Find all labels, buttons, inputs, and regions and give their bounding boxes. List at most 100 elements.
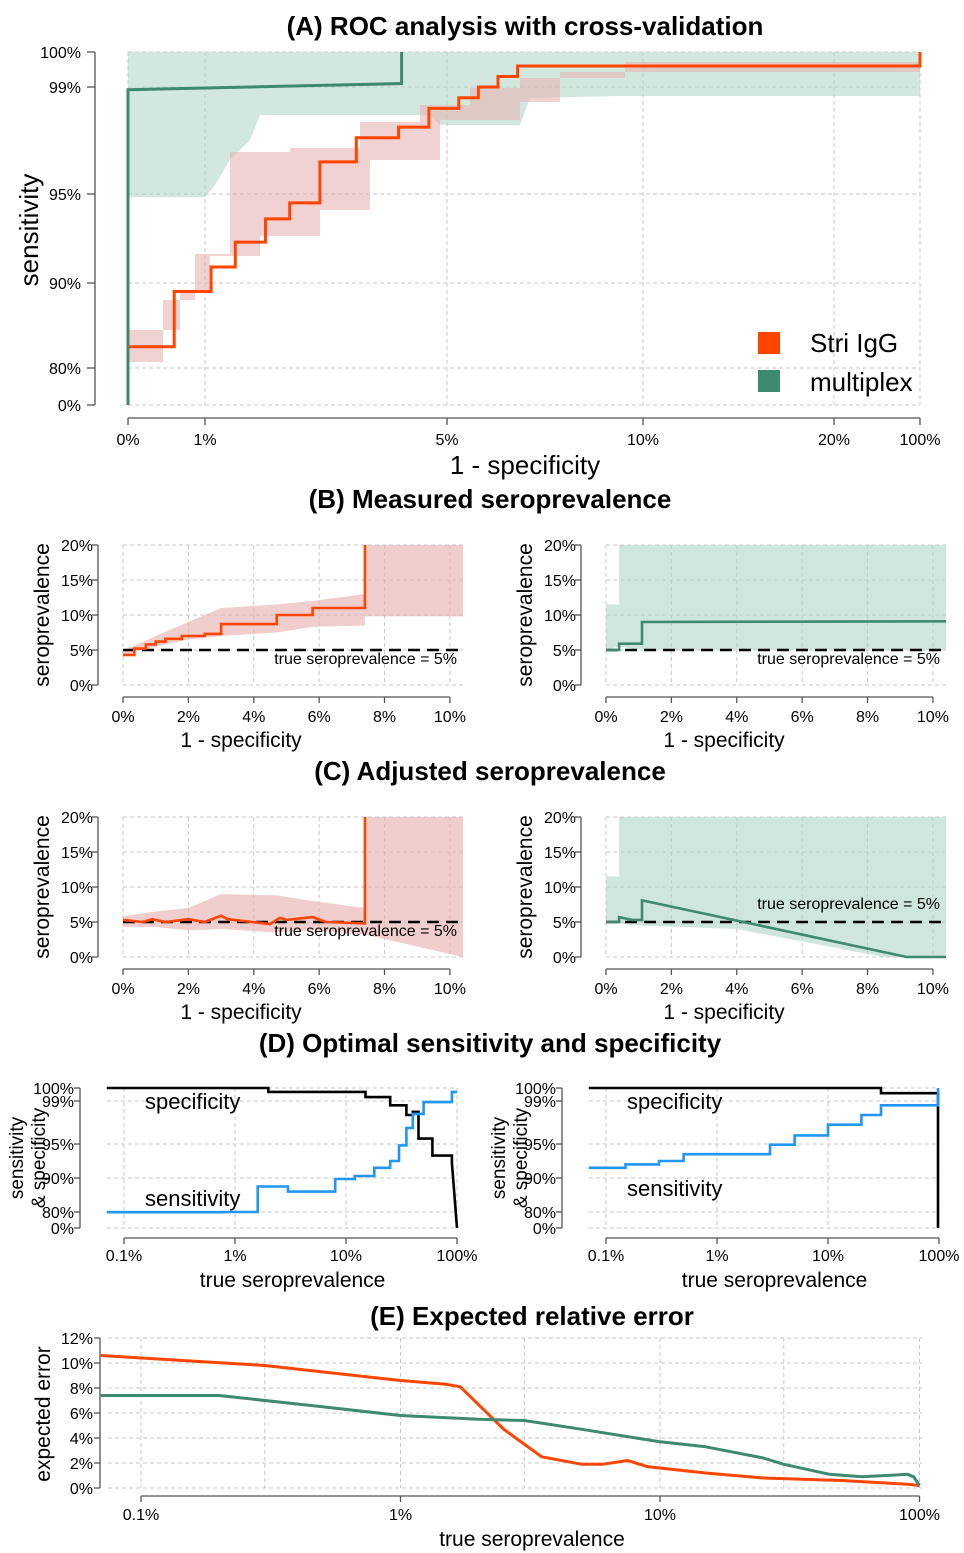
b-left-y-tick-label: 10% xyxy=(61,608,93,625)
d-left-specificity-line xyxy=(106,1086,459,1229)
d-left-x-tick-label: 100% xyxy=(437,1248,478,1265)
panel-a-x-tick-20: 20% xyxy=(818,432,850,449)
d-left-x-tick-label: 1% xyxy=(223,1248,246,1265)
panel-b-title: (B) Measured seroprevalence xyxy=(309,484,672,514)
d-right-y-tick-label: 80% xyxy=(524,1205,556,1222)
panel-e-y-tick-label: 0% xyxy=(70,1481,93,1498)
b-right-y-tick-label: 10% xyxy=(544,608,576,625)
b-left-series-line xyxy=(123,545,367,657)
panel-a-lines xyxy=(126,52,922,405)
c-right-x-label: 1 - specificity xyxy=(663,1001,785,1024)
d-right-y-tick-label: 99% xyxy=(524,1094,556,1111)
stri-confidence-band xyxy=(128,62,920,362)
c-left-series-line xyxy=(122,817,367,926)
panel-a-x-tick-10: 10% xyxy=(627,432,659,449)
panel-e-x-label: true seroprevalence xyxy=(439,1528,625,1551)
panel-a-x-tick-0: 0% xyxy=(116,432,139,449)
panel-b-left-plot: 0% 5% 10% 15% 20% 0% 2% 4% 6% 8% 10% 1 - specificit… xyxy=(31,538,466,752)
b-right-y-tick-label: 0% xyxy=(553,678,576,695)
panel-e-x-tick-label: 1% xyxy=(389,1507,412,1524)
panel-a-y-ticks: 100% 99% 95% 90% 80% 0% xyxy=(40,45,95,415)
panel-e-y-tick-label: 2% xyxy=(70,1456,93,1473)
c-left-x-tick-label: 10% xyxy=(434,981,466,998)
b-right-x-tick-label: 8% xyxy=(856,709,879,726)
d-right-y-label-line1: sensitivity xyxy=(489,1116,510,1199)
d-left-y-tick-label: 95% xyxy=(42,1137,74,1154)
c-left-x-tick-label: 6% xyxy=(308,981,331,998)
d-right-y-label-line2: & specificity xyxy=(511,1107,532,1208)
d-left-y-tick-label: 99% xyxy=(42,1094,74,1111)
b-left-y-label: seroprevalence xyxy=(31,543,54,687)
b-left-x-label: 1 - specificity xyxy=(180,729,302,752)
d-right-x-tick-label: 10% xyxy=(812,1248,844,1265)
c-left-annotation: true seroprevalence = 5% xyxy=(274,923,457,940)
panel-e-series-stri-line xyxy=(100,1354,920,1487)
panel-a-y-tick-80: 80% xyxy=(49,361,81,378)
d-left-y-tick-label: 0% xyxy=(51,1221,74,1238)
d-left-y-label-line2: & specificity xyxy=(29,1107,50,1208)
panel-a-series-stri-line xyxy=(128,52,922,349)
panel-a-legend: Stri IgG multiplex xyxy=(758,328,913,397)
multiplex-confidence-band xyxy=(128,52,920,197)
c-left-y-tick-label: 10% xyxy=(61,880,93,897)
panel-e-x-tick-label: 0.1% xyxy=(123,1507,159,1524)
c-right-x-tick-label: 0% xyxy=(594,981,617,998)
panel-e-title: (E) Expected relative error xyxy=(370,1301,694,1331)
c-left-x-tick-label: 2% xyxy=(177,981,200,998)
panel-a-y-tick-100: 100% xyxy=(40,45,81,62)
panel-a-series-multiplex-line xyxy=(126,52,404,405)
b-left-x-tick-label: 8% xyxy=(373,709,396,726)
d-left-x-tick-label: 10% xyxy=(330,1248,362,1265)
b-right-y-tick-label: 5% xyxy=(553,643,576,660)
panel-e-y-tick-label: 8% xyxy=(70,1381,93,1398)
b-left-x-tick-label: 4% xyxy=(242,709,265,726)
panel-a-title: (A) ROC analysis with cross-validation xyxy=(287,11,764,41)
c-right-x-tick-label: 6% xyxy=(791,981,814,998)
legend-multiplex-label: multiplex xyxy=(810,367,913,397)
panel-a-y-tick-95: 95% xyxy=(49,187,81,204)
b-right-y-tick-label: 20% xyxy=(544,538,576,555)
panel-a-y-tick-0: 0% xyxy=(58,398,81,415)
d-right-x-label: true seroprevalence xyxy=(682,1269,868,1292)
c-right-confidence-band xyxy=(606,817,946,957)
panel-e-x-tick-label: 10% xyxy=(644,1507,676,1524)
d-right-y-tick-label: 95% xyxy=(524,1137,556,1154)
c-right-y-label: seroprevalence xyxy=(514,815,537,959)
panel-e-y-tick-label: 4% xyxy=(70,1431,93,1448)
panel-d-right-plot: 0%80%90%95%99%100%0.1% 1% 10% 100%specifici… xyxy=(489,1081,959,1292)
b-left-y-tick-label: 15% xyxy=(61,573,93,590)
d-left-x-label: true seroprevalence xyxy=(200,1269,386,1292)
c-right-y-tick-label: 5% xyxy=(553,915,576,932)
b-left-x-tick-label: 2% xyxy=(177,709,200,726)
c-right-y-tick-label: 20% xyxy=(544,810,576,827)
c-right-x-tick-label: 4% xyxy=(725,981,748,998)
d-right-sensitivity-label: sensitivity xyxy=(627,1176,722,1201)
b-left-x-tick-label: 10% xyxy=(434,709,466,726)
b-right-y-label: seroprevalence xyxy=(514,543,537,687)
c-right-x-tick-label: 8% xyxy=(856,981,879,998)
panel-a-y-tick-99: 99% xyxy=(49,80,81,97)
panel-a-x-label: 1 - specificity xyxy=(450,450,600,480)
b-left-confidence-band xyxy=(123,545,463,657)
panel-e-x-tick-label: 100% xyxy=(899,1507,940,1524)
panel-a-x-tick-5: 5% xyxy=(435,432,458,449)
d-right-specificity-label: specificity xyxy=(627,1089,722,1114)
c-left-x-tick-label: 0% xyxy=(111,981,134,998)
b-left-y-tick-label: 0% xyxy=(70,678,93,695)
c-right-y-tick-label: 0% xyxy=(553,950,576,967)
d-left-specificity-label: specificity xyxy=(145,1089,240,1114)
b-right-x-label: 1 - specificity xyxy=(663,729,785,752)
legend-multiplex-swatch xyxy=(758,370,780,392)
legend-stri-label: Stri IgG xyxy=(810,328,898,358)
d-left-y-label-line1: sensitivity xyxy=(7,1116,28,1199)
panel-b-right-plot: 0% 5% 10% 15% 20% 0% 2% 4% 6% 8% 10% 1 - specificit… xyxy=(514,538,949,752)
panel-e-plot: 0% 2% 4% 6% 8% 10% 12% 0.1% 1% 10% 100% true seropr… xyxy=(32,1331,940,1551)
panel-c-title: (C) Adjusted seroprevalence xyxy=(314,756,666,786)
panel-a-x-tick-100: 100% xyxy=(900,432,941,449)
b-right-x-tick-label: 6% xyxy=(791,709,814,726)
b-right-x-tick-label: 10% xyxy=(917,709,949,726)
d-left-x-tick-label: 0.1% xyxy=(106,1248,142,1265)
c-right-y-tick-label: 10% xyxy=(544,880,576,897)
b-left-x-tick-label: 0% xyxy=(111,709,134,726)
